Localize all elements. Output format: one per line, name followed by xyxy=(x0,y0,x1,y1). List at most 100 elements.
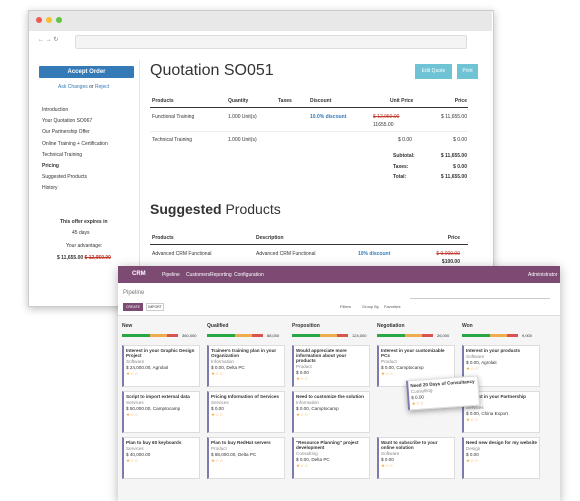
card-stars[interactable]: ★☆☆ xyxy=(381,463,394,468)
kanban-card[interactable]: Need 20 Days of Consultancy Consulting $ 0… xyxy=(406,375,480,411)
kanban-card[interactable]: "Resource Planning" project development C… xyxy=(292,437,370,479)
nav-item[interactable]: Introduction xyxy=(42,107,69,113)
cell: Advanced CRM Functional xyxy=(152,251,212,257)
filter[interactable]: Group By xyxy=(362,304,379,309)
card-tag: Product xyxy=(381,359,397,364)
card-stars[interactable]: ★☆☆ xyxy=(211,458,224,463)
address-bar[interactable] xyxy=(75,35,467,49)
nav-arrows[interactable]: ← → ↻ xyxy=(38,37,59,43)
crm-title: Pipeline xyxy=(123,290,145,296)
crm-app: CRM xyxy=(132,271,146,277)
dot-green xyxy=(56,17,62,23)
card-title: Trainee's training plan in your Organiza… xyxy=(211,348,277,358)
card-stars[interactable]: ★☆☆ xyxy=(381,371,394,376)
kanban-card[interactable]: Script to import external data Services $ … xyxy=(122,391,200,433)
days-text: 45 days xyxy=(72,230,90,236)
cell: $ 9,000.00 xyxy=(436,251,460,257)
kanban-card[interactable]: Pricing Information of Services Services $… xyxy=(207,391,285,433)
card-title: Interest in your products xyxy=(466,348,521,353)
cell: Technical Training xyxy=(152,137,193,143)
column-total: 124,000 xyxy=(352,333,367,338)
crm-user: Administrator xyxy=(528,272,558,278)
kanban-card[interactable]: Plan to buy RedHat servers Product $ 88,00… xyxy=(207,437,285,479)
filter[interactable]: Favorites xyxy=(384,304,401,309)
nav-item[interactable]: Pricing xyxy=(42,163,59,169)
progress-segment xyxy=(207,334,235,337)
kanban-card[interactable]: Plan to buy 60 keyboards Services $ 40,000… xyxy=(122,437,200,479)
column-total: 26,000 xyxy=(437,333,450,338)
card-amount: $ 0.00, Camptocamp xyxy=(381,365,424,370)
edit-button[interactable]: Edit Quote xyxy=(415,64,452,79)
progress-segment xyxy=(462,334,490,337)
kanban-card[interactable]: Trainee's training plan in your Organiza… xyxy=(207,345,285,387)
kanban-card[interactable]: Need new design for my website Design $ 0.… xyxy=(462,437,540,479)
filter[interactable]: Filters xyxy=(340,304,351,309)
progress-segment xyxy=(490,334,507,337)
cell: $ 12,950.00 xyxy=(373,114,400,120)
cell: $ 11,655.00 xyxy=(440,114,467,120)
kanban-card[interactable]: Want to subscribe to your online solutio… xyxy=(377,437,455,479)
progress-segment xyxy=(336,334,348,337)
import-button[interactable]: IMPORT xyxy=(146,303,164,311)
card-title: Need new design for my website xyxy=(466,440,537,445)
nav-item[interactable]: History xyxy=(42,185,58,192)
cell: 10.0% discount xyxy=(310,114,347,120)
kanban-card[interactable]: Interest in your Graphic Design Project S… xyxy=(122,345,200,387)
th: Quantity xyxy=(228,98,249,104)
progress-segment xyxy=(235,334,252,337)
card-stars[interactable]: ★☆☆ xyxy=(126,458,139,463)
card-tag: Software xyxy=(466,354,485,359)
cell: 1.000 Unit(s) xyxy=(228,114,257,120)
card-stars[interactable]: ★☆☆ xyxy=(296,376,309,381)
reject-link[interactable]: Reject xyxy=(94,84,110,90)
card-amount: $ 0.00 xyxy=(466,452,479,457)
card-title: Script to import external data xyxy=(126,394,190,399)
menu-item[interactable]: Customers xyxy=(186,272,211,278)
column-total: 360,000 xyxy=(182,333,197,338)
search-box[interactable] xyxy=(410,290,550,299)
card-stars[interactable]: ★☆☆ xyxy=(126,371,139,376)
card-stars[interactable]: ★☆☆ xyxy=(466,417,479,422)
nav-item[interactable]: Our Partnership Offer xyxy=(42,129,90,136)
create-button[interactable]: CREATE xyxy=(123,303,143,311)
ask-changes[interactable]: Ask Changes or Reject xyxy=(58,84,109,90)
ask-link[interactable]: Ask Changes xyxy=(58,84,88,90)
card-title: Interest in your Graphic Design Project xyxy=(126,348,195,358)
card-title: Want to subscribe to your online solutio… xyxy=(381,440,438,450)
card-stars[interactable]: ★☆☆ xyxy=(296,463,309,468)
card-tag: Services xyxy=(466,405,484,410)
print-button[interactable]: Print xyxy=(457,64,478,79)
cell: 11655.00 xyxy=(373,122,394,128)
menu-item[interactable]: Pipeline xyxy=(162,272,180,278)
card-amount: $ 0.00 xyxy=(381,457,394,462)
kanban-card[interactable]: Need to customize the solution Informatio… xyxy=(292,391,370,433)
card-stars[interactable]: ★☆☆ xyxy=(211,412,224,417)
menu-item[interactable]: Configuration xyxy=(234,272,264,278)
column-title: Qualified xyxy=(207,323,229,329)
nav-item[interactable]: Online Training + Certification xyxy=(42,140,108,147)
nav-item[interactable]: Your Quotation SO067 xyxy=(42,118,93,125)
card-stars[interactable]: ★☆☆ xyxy=(466,458,479,463)
suggested-b: Products xyxy=(225,201,281,217)
card-amount: $ 0.00 xyxy=(211,406,224,411)
card-stars[interactable]: ★☆☆ xyxy=(211,371,224,376)
column-total: 88,000 xyxy=(267,333,280,338)
nav-item[interactable]: Suggested Products xyxy=(42,174,88,181)
card-stars[interactable]: ★☆☆ xyxy=(466,366,479,371)
card-stars[interactable]: ★☆☆ xyxy=(126,412,139,417)
card-tag: Information xyxy=(211,359,234,364)
card-title: Would appreciate more information about … xyxy=(296,348,347,363)
card-stars[interactable]: ★☆☆ xyxy=(296,412,309,417)
card-amount: $ 0.00, China Export xyxy=(466,411,508,416)
kanban-card[interactable]: Would appreciate more information about … xyxy=(292,345,370,387)
advantage-text: Your advantage: xyxy=(66,243,103,249)
nav-item[interactable]: Technical Training xyxy=(42,151,83,158)
card-tag: Design xyxy=(466,446,481,451)
row-rule xyxy=(150,131,468,132)
accept-button[interactable]: Accept Order xyxy=(39,66,134,78)
card-amount: $ 50,000.00, Camptocamp xyxy=(126,406,181,411)
quote-number: SO051 xyxy=(223,62,274,79)
card-amount: $ 0.00 xyxy=(296,370,309,375)
menu-item[interactable]: Reporting xyxy=(210,272,232,278)
